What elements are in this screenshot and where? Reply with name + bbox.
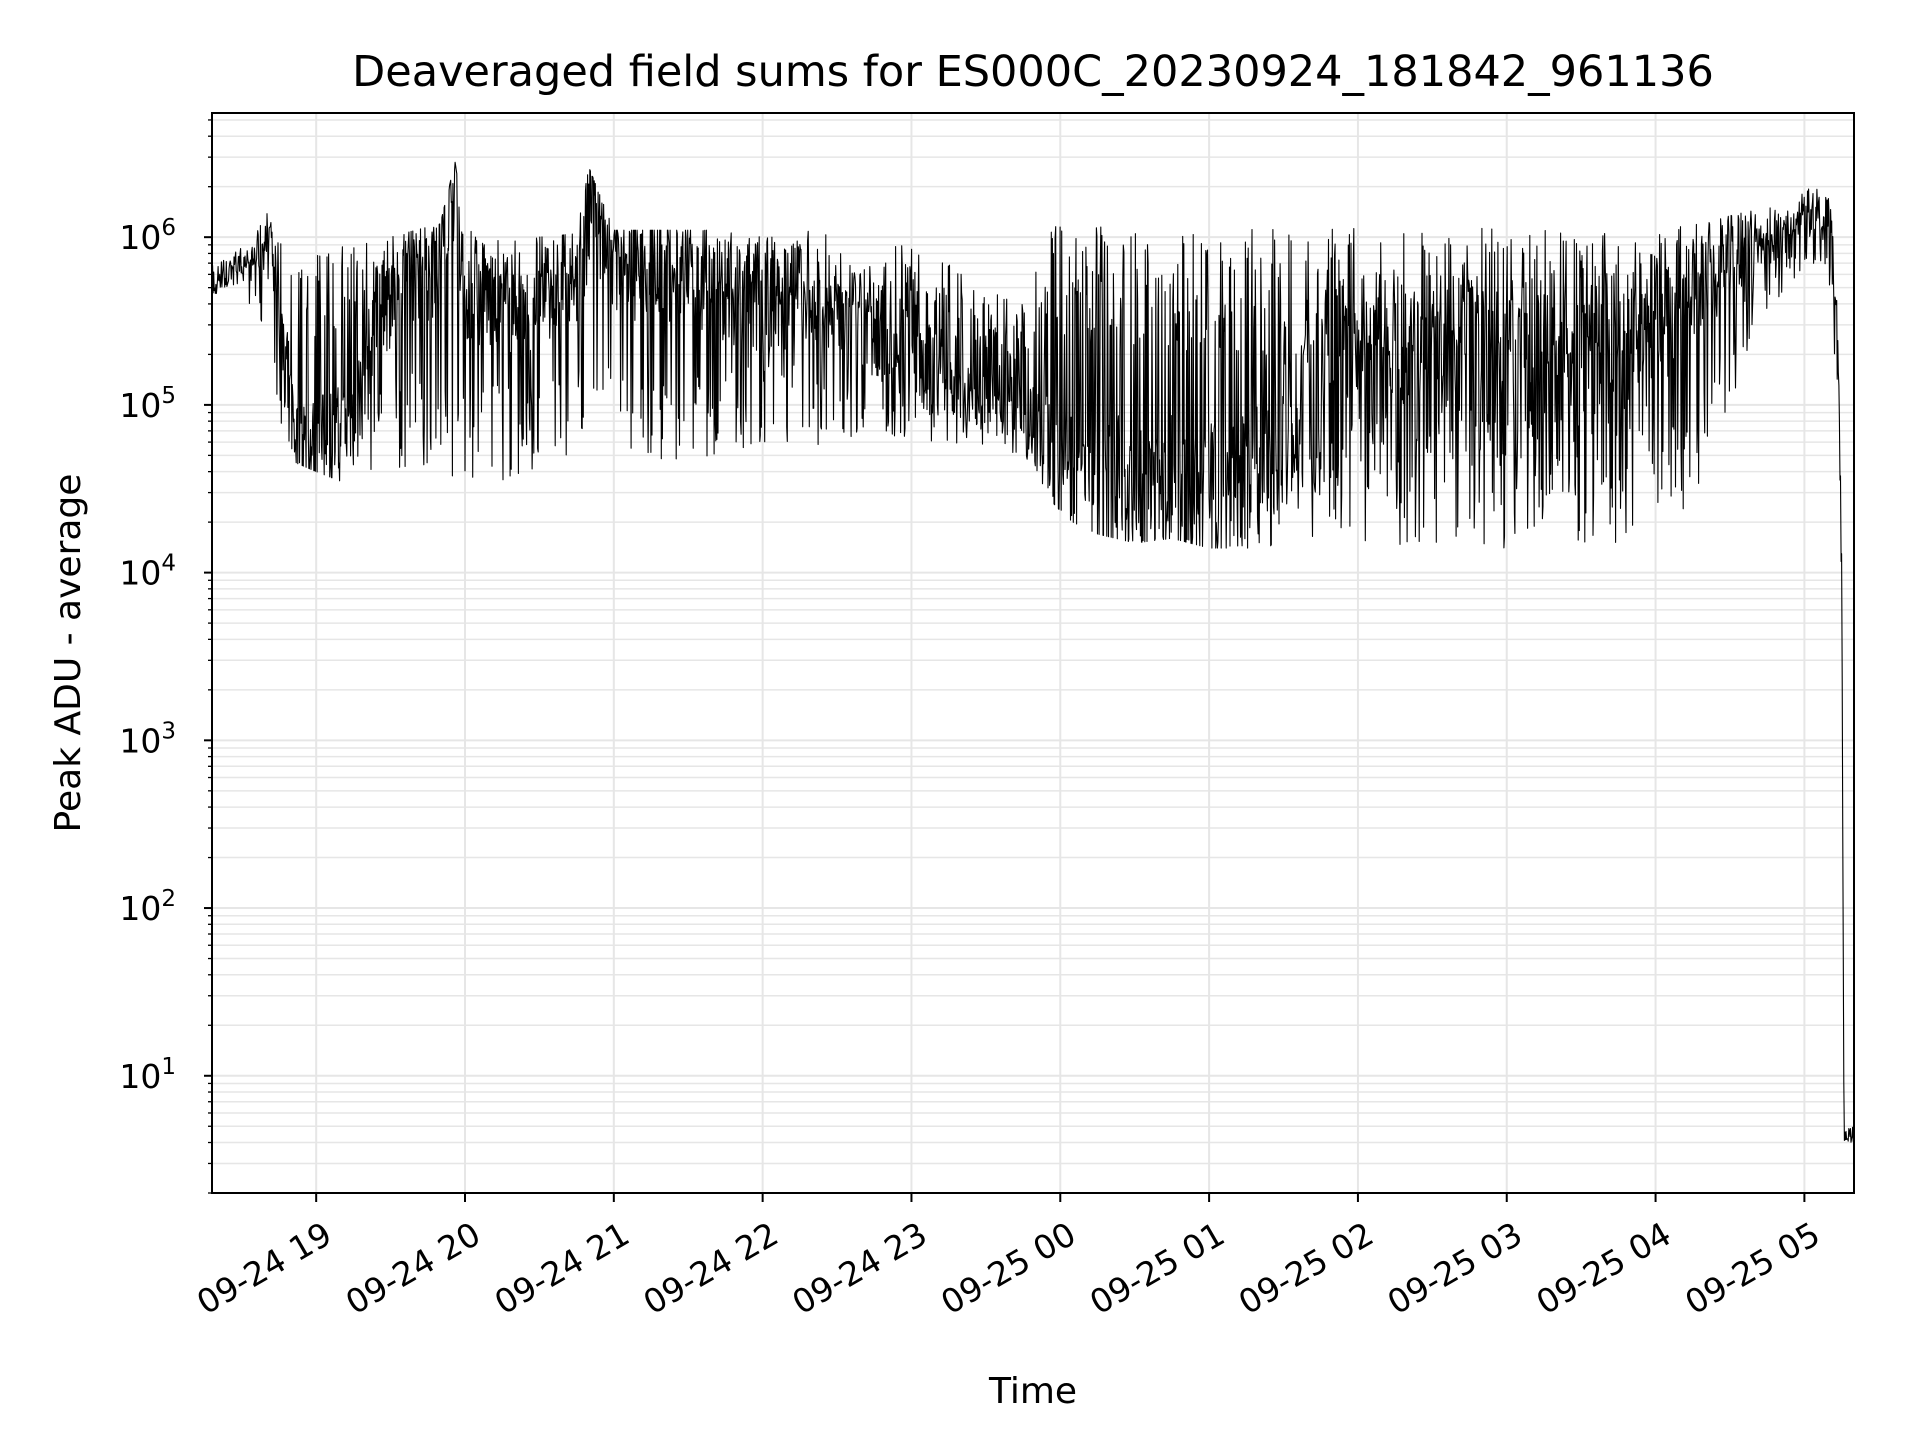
y-tick-label: 101 — [119, 1054, 176, 1096]
plot-area — [211, 161, 1855, 1143]
grid — [212, 113, 1854, 1194]
y-tick-label: 103 — [119, 718, 176, 760]
y-axis-label: Peak ADU - average — [48, 474, 89, 833]
y-tick-label: 104 — [119, 551, 176, 593]
y-tick-label: 105 — [119, 383, 176, 425]
y-tick-label: 106 — [119, 215, 176, 257]
x-axis-label: Time — [988, 1371, 1077, 1412]
plot-frame — [211, 112, 1855, 1194]
chart-title: Deaveraged field sums for ES000C_2023092… — [352, 47, 1714, 97]
y-tick-label: 102 — [119, 886, 176, 928]
series-line — [211, 161, 1855, 1143]
